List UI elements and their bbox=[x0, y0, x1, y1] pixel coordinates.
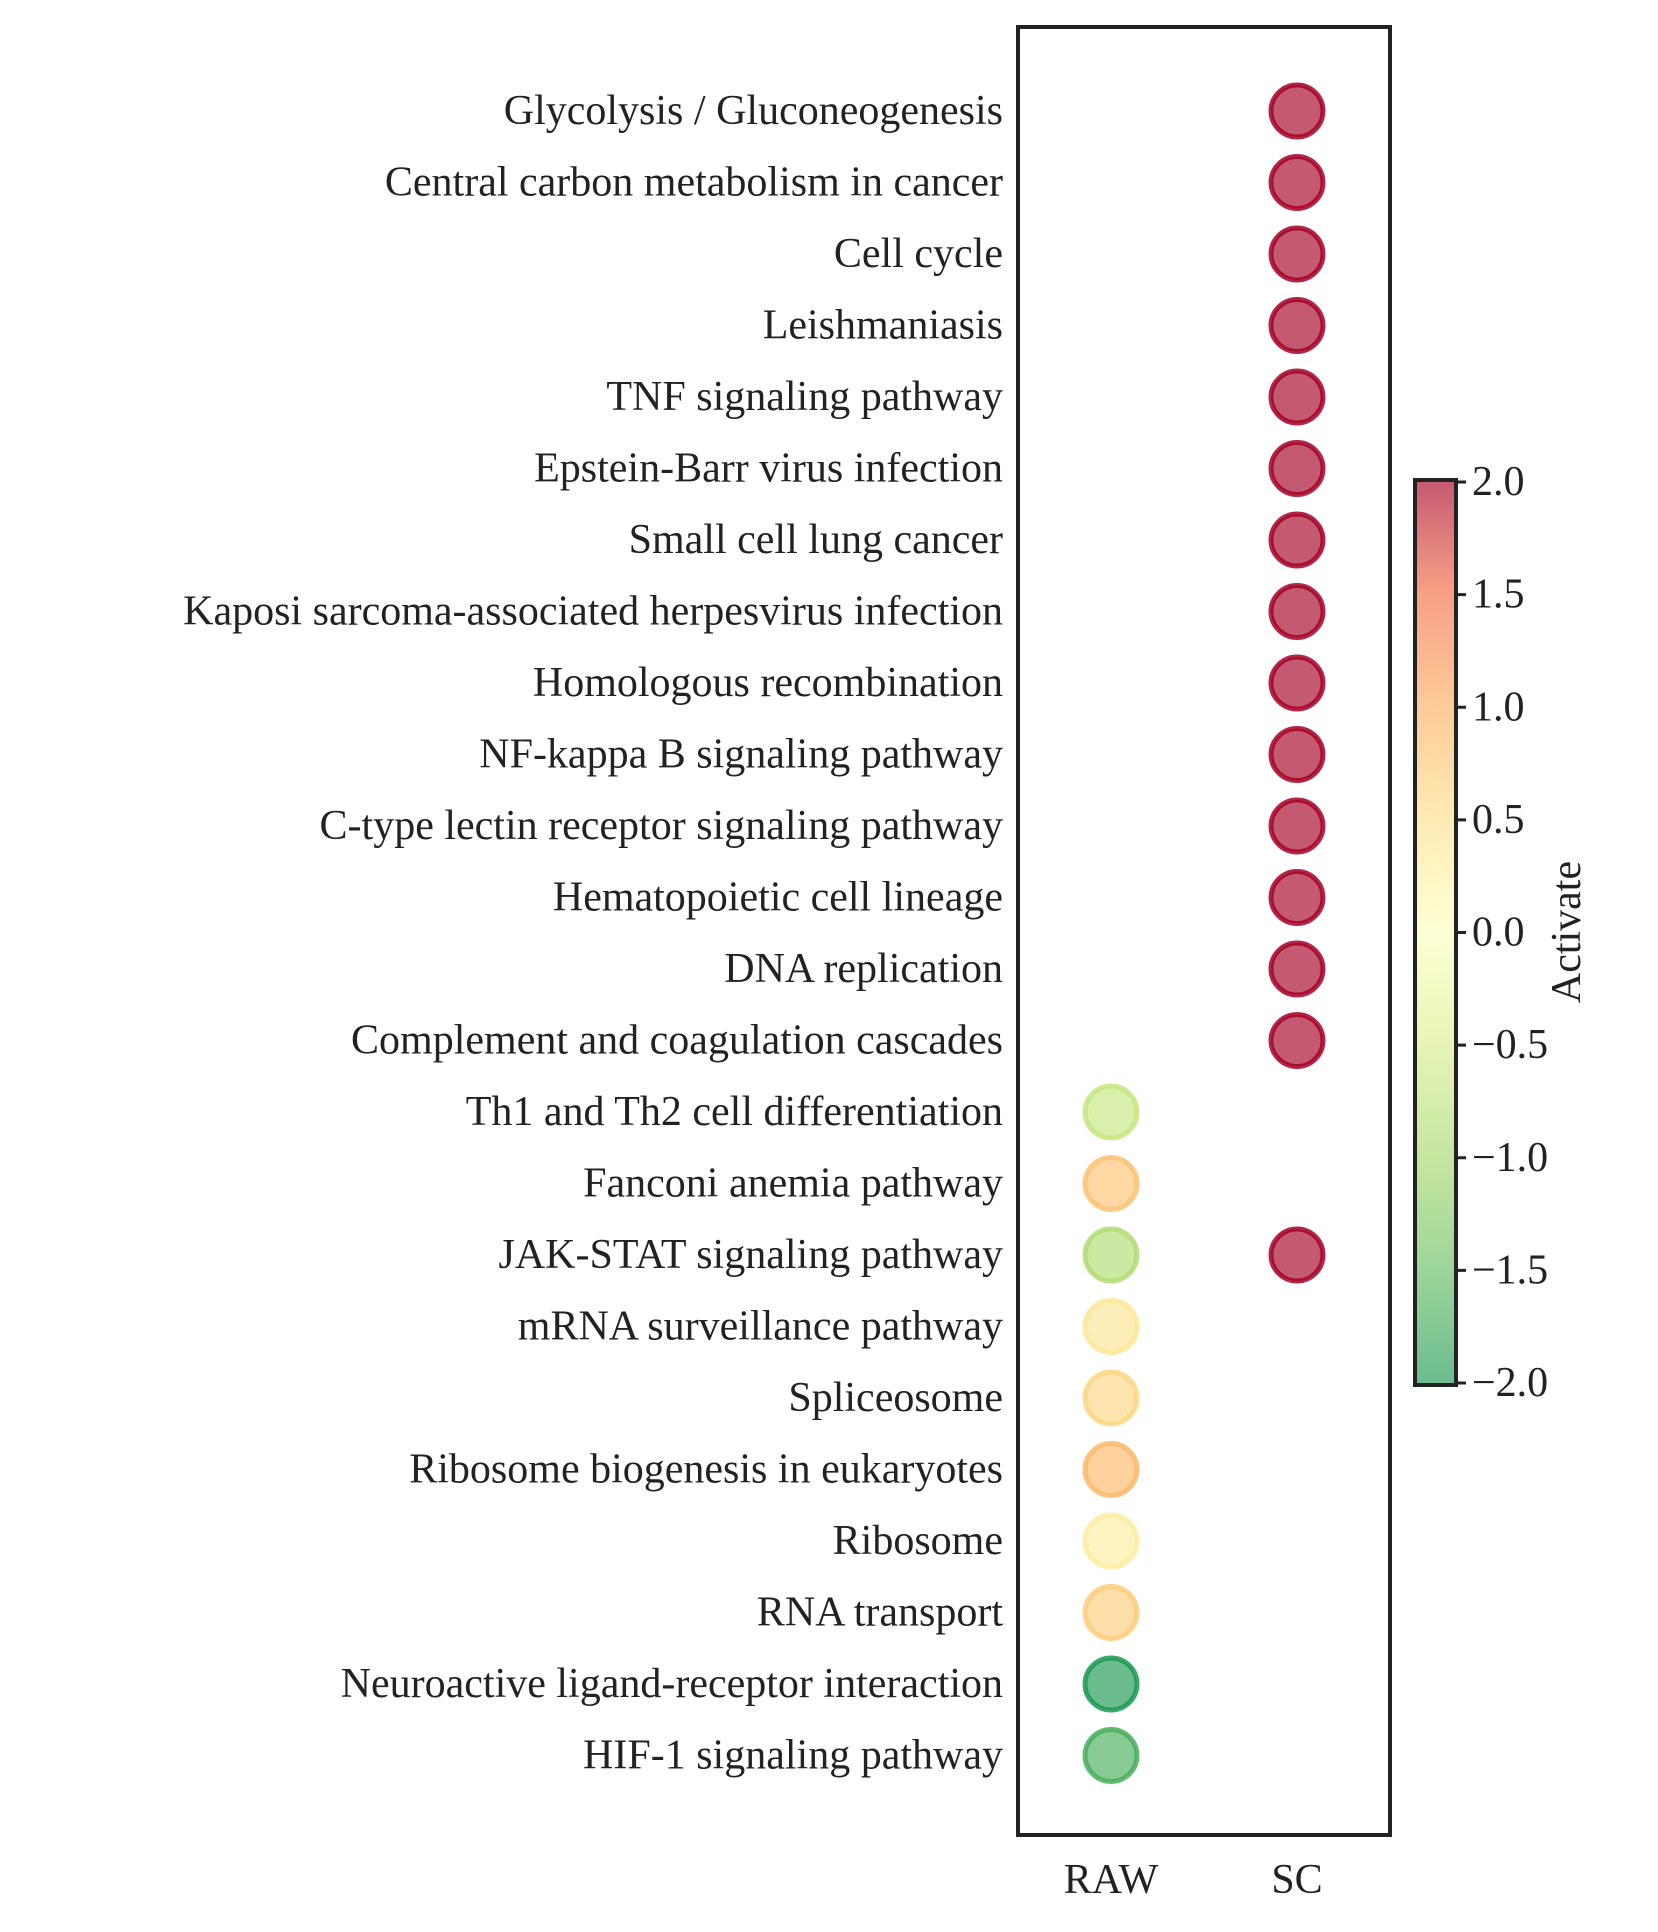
data-point bbox=[1082, 1369, 1140, 1427]
data-point bbox=[1082, 1226, 1140, 1284]
y-tick-label: mRNA surveillance pathway bbox=[518, 1304, 1003, 1350]
data-points bbox=[1082, 82, 1326, 1784]
y-tick-label: Spliceosome bbox=[788, 1375, 1003, 1421]
colorbar-tick-label: 1.0 bbox=[1472, 684, 1525, 730]
data-point bbox=[1268, 1226, 1326, 1284]
data-point bbox=[1268, 583, 1326, 640]
data-point bbox=[1268, 726, 1326, 783]
plot-frame bbox=[1016, 25, 1392, 1837]
colorbar-tick-label: 0.0 bbox=[1472, 910, 1525, 956]
data-point bbox=[1082, 1512, 1140, 1570]
data-point bbox=[1268, 82, 1326, 140]
data-point bbox=[1268, 940, 1326, 998]
y-tick-label: C-type lectin receptor signaling pathway bbox=[320, 803, 1003, 849]
y-tick-label: Ribosome biogenesis in eukaryotes bbox=[409, 1447, 1003, 1493]
y-tick-label: TNF signaling pathway bbox=[606, 374, 1003, 420]
data-point bbox=[1082, 1584, 1140, 1641]
y-tick-label: JAK-STAT signaling pathway bbox=[499, 1232, 1004, 1278]
y-tick-label: Fanconi anemia pathway bbox=[583, 1161, 1003, 1207]
data-point bbox=[1268, 225, 1326, 283]
colorbar-tick-label: −1.5 bbox=[1472, 1247, 1548, 1293]
x-tick-labels: RAW SC bbox=[1064, 1857, 1323, 1903]
data-point bbox=[1268, 511, 1326, 569]
colorbar-tick-label: −2.0 bbox=[1472, 1360, 1548, 1406]
data-point bbox=[1082, 1155, 1140, 1212]
y-tick-label: Th1 and Th2 cell differentiation bbox=[466, 1089, 1003, 1135]
y-tick-label: Leishmaniasis bbox=[763, 303, 1003, 349]
colorbar-tick-label: 1.5 bbox=[1472, 572, 1525, 618]
y-tick-label: RNA transport bbox=[757, 1590, 1003, 1636]
y-tick-label: DNA replication bbox=[724, 946, 1003, 992]
colorbar bbox=[1413, 478, 1458, 1387]
colorbar-tick-label: −0.5 bbox=[1472, 1022, 1548, 1068]
data-point bbox=[1268, 1012, 1326, 1069]
colorbar-tick-label: −1.0 bbox=[1472, 1135, 1548, 1181]
data-point bbox=[1082, 1441, 1140, 1498]
x-tick-label: RAW bbox=[1064, 1857, 1159, 1903]
y-tick-labels: Glycolysis / Gluconeogenesis Central carb… bbox=[183, 88, 1003, 1779]
data-point bbox=[1268, 368, 1326, 426]
colorbar-tick-label: 0.5 bbox=[1472, 797, 1525, 843]
data-point bbox=[1268, 440, 1326, 497]
data-point bbox=[1268, 654, 1326, 712]
y-tick-label: Ribosome bbox=[833, 1518, 1003, 1564]
y-tick-label: HIF-1 signaling pathway bbox=[583, 1733, 1003, 1779]
colorbar-label: Activate bbox=[1544, 861, 1590, 1003]
data-point bbox=[1082, 1727, 1140, 1784]
data-point bbox=[1268, 797, 1326, 855]
y-tick-label: Neuroactive ligand-receptor interaction bbox=[341, 1661, 1003, 1707]
data-point bbox=[1082, 1655, 1140, 1713]
y-tick-label: Cell cycle bbox=[834, 231, 1003, 277]
data-point bbox=[1268, 869, 1326, 926]
y-tick-label: Complement and coagulation cascades bbox=[351, 1018, 1003, 1064]
data-point bbox=[1268, 297, 1326, 354]
y-tick-label: Glycolysis / Gluconeogenesis bbox=[504, 88, 1003, 134]
y-tick-label: Epstein-Barr virus infection bbox=[534, 446, 1003, 492]
data-point bbox=[1082, 1083, 1140, 1141]
data-point bbox=[1082, 1298, 1140, 1355]
y-tick-label: Homologous recombination bbox=[533, 660, 1003, 706]
y-tick-label: NF-kappa B signaling pathway bbox=[479, 732, 1003, 778]
y-tick-label: Central carbon metabolism in cancer bbox=[385, 160, 1003, 206]
colorbar-tick-labels: 2.0 1.5 1.0 0.5 0.0 −0.5 −1.0 −1.5 −2.0 bbox=[1456, 459, 1548, 1406]
colorbar-tick-label: 2.0 bbox=[1472, 459, 1525, 505]
x-tick-label: SC bbox=[1271, 1857, 1322, 1903]
y-tick-label: Kaposi sarcoma-associated herpesvirus in… bbox=[183, 589, 1003, 635]
y-tick-label: Hematopoietic cell lineage bbox=[553, 875, 1003, 921]
y-tick-label: Small cell lung cancer bbox=[629, 517, 1003, 563]
data-point bbox=[1268, 154, 1326, 211]
